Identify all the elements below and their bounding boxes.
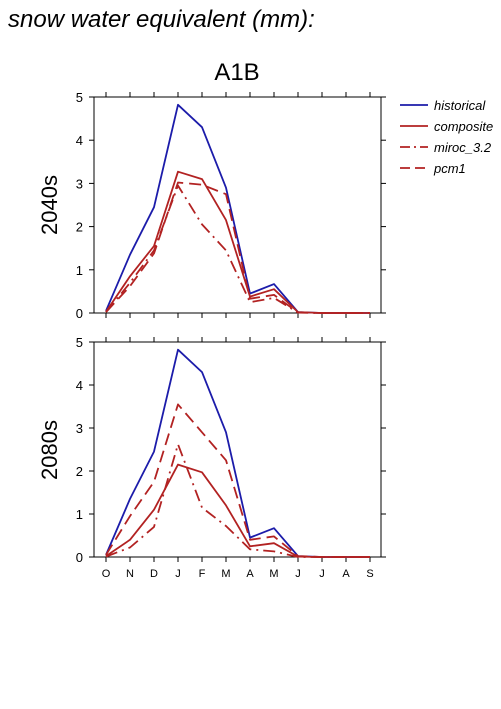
x-tick-label: A [246,568,254,580]
legend-label: pcm1 [433,161,466,176]
x-tick-label: O [102,568,111,580]
x-tick-label: A [342,568,350,580]
series-line-pcm1 [105,403,370,558]
legend-item: pcm1 [400,161,466,176]
series-line-historical [105,103,370,314]
panel-2040s: 0 1 2 3 4 5 2040s [37,90,386,321]
x-tick-label: J [319,568,325,580]
x-tick-label: D [150,568,158,580]
plot-frame [93,96,382,314]
legend-item: composite [400,119,493,134]
legend-item: historical [400,98,486,113]
y-axis-label: 2040s [37,175,62,235]
x-tick-label: F [199,568,206,580]
y-tick-label: 3 [76,421,83,436]
y-tick-label: 1 [76,507,83,522]
y-tick-label: 2 [76,220,83,235]
legend-item: miroc_3.2 [400,140,492,155]
x-tick-label: S [366,568,373,580]
y-tick-label: 4 [76,133,83,148]
series-line-pcm1 [105,181,370,314]
x-tick-label: N [126,568,134,580]
x-tick-label: J [175,568,181,580]
y-tick-label: 4 [76,378,83,393]
series-line-composite [105,463,370,558]
y-tick-label: 3 [76,176,83,191]
y-tick-label: 0 [76,550,83,565]
x-tick-label: M [269,568,278,580]
series-line-miroc-3-2 [105,443,370,558]
y-tick-label: 0 [76,306,83,321]
page-title: snow water equivalent (mm): [8,6,315,33]
legend-label: miroc_3.2 [434,140,492,155]
x-tick-label: M [221,568,230,580]
y-tick-label: 2 [76,464,83,479]
y-tick-label: 1 [76,263,83,278]
legend: historical composite miroc_3.2 pcm1 [400,98,493,176]
y-tick-label: 5 [76,90,83,105]
legend-label: historical [434,98,486,113]
scenario-title: A1B [214,59,259,86]
plot-frame [93,341,382,558]
chart-panels: 0 1 2 3 4 5 2040s 0 1 2 3 4 5 O N D J F M A M J J A S 2080s [37,90,386,580]
series-line-miroc-3-2 [105,184,370,314]
x-tick-label: J [295,568,301,580]
y-axis-label: 2080s [37,420,62,480]
y-tick-label: 5 [76,335,83,350]
panel-2080s: 0 1 2 3 4 5 O N D J F M A M J J A S 2080s [37,335,386,580]
legend-label: composite [434,119,493,134]
